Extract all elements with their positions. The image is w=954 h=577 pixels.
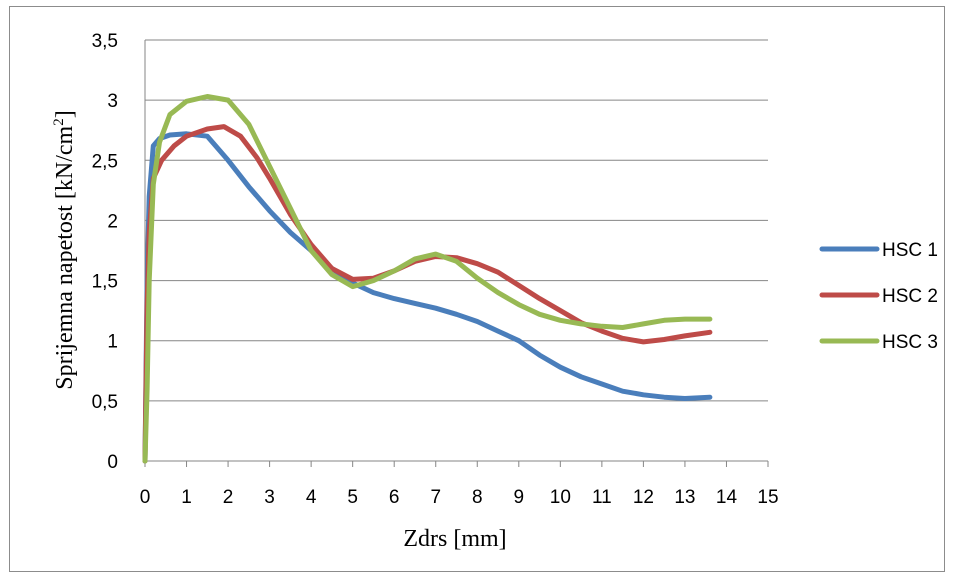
y-axis-title: Sprijemna napetost [kN/cm2]	[51, 110, 78, 389]
x-tick-label: 5	[347, 487, 358, 508]
series-line-hsc-2	[142, 124, 713, 464]
x-tick-label: 8	[472, 487, 483, 508]
x-tick-label: 3	[264, 487, 275, 508]
gridlines	[145, 39, 768, 402]
y-tick-label: 2,5	[92, 151, 118, 172]
legend-label: HSC 2	[882, 286, 938, 307]
legend: HSC 1 HSC 2 HSC 3	[819, 240, 938, 353]
legend-label: HSC 1	[882, 240, 938, 261]
y-axis-title-end: ]	[52, 110, 78, 118]
axes	[144, 40, 769, 467]
y-tick-label: 0	[107, 452, 118, 473]
x-tick-label: 7	[430, 487, 441, 508]
x-tick-label: 9	[514, 487, 525, 508]
y-tick-label: 2	[107, 211, 118, 232]
x-tick-label: 10	[550, 487, 571, 508]
x-tick-label: 14	[716, 487, 738, 508]
x-tick-label: 15	[757, 487, 778, 508]
legend-label: HSC 3	[882, 332, 938, 353]
x-tick-label: 12	[633, 487, 654, 508]
x-tick-label: 6	[389, 487, 400, 508]
y-tick-label: 0,5	[92, 392, 118, 413]
series-line-hsc-1	[142, 131, 713, 464]
x-tick-label: 2	[223, 487, 234, 508]
x-tick-labels: 0 1 2 3 4 5 6 7 8 9 10 11 12 13 14 15	[140, 487, 779, 508]
y-tick-labels: 0 0,5 1 1,5 2 2,5 3 3,5	[92, 31, 118, 473]
series-lines	[142, 94, 713, 464]
series-line-hsc-3	[142, 94, 713, 464]
x-tick-label: 0	[140, 487, 151, 508]
y-tick-label: 3	[107, 91, 118, 112]
x-tick-label: 11	[592, 487, 612, 508]
x-tick-label: 13	[674, 487, 695, 508]
x-axis-title: Zdrs [mm]	[403, 526, 506, 552]
x-tick-label: 1	[181, 487, 192, 508]
y-axis-title-superscript: 2	[51, 118, 67, 126]
x-tick-label: 4	[306, 487, 317, 508]
y-tick-label: 3,5	[92, 31, 118, 52]
y-axis-title-main: Sprijemna napetost [kN/cm	[52, 125, 78, 389]
y-tick-label: 1,5	[92, 272, 118, 293]
y-tick-label: 1	[107, 332, 118, 353]
